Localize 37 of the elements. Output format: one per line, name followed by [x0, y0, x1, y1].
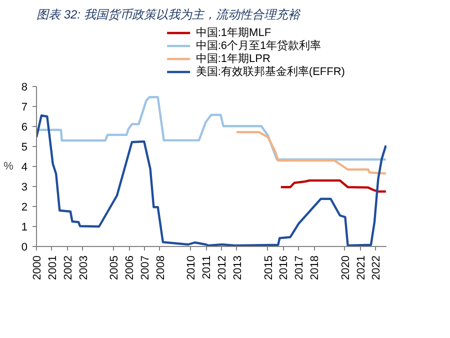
y-tick-label: 5	[21, 142, 28, 154]
x-tick-label: 2015	[262, 255, 275, 280]
y-tick-label: 8	[21, 82, 28, 94]
line-series	[235, 131, 386, 175]
x-tick-label: 2017	[294, 255, 306, 280]
legend-label: 美国:有效联邦基金利率(EFFR)	[196, 65, 345, 78]
x-tick-label: 2003	[78, 255, 90, 280]
x-tick-label: 2000	[32, 255, 44, 280]
y-tick-label: 7	[21, 102, 28, 114]
y-tick-label: 4	[21, 162, 28, 174]
x-tick-label: 2001	[46, 255, 59, 280]
y-tick-label: 3	[21, 182, 28, 194]
x-tick-label: 2006	[124, 255, 136, 280]
x-tick-label: 2022	[370, 255, 383, 280]
legend-label: 中国:6个月至1年贷款利率	[196, 39, 322, 52]
legend-label: 中国:1年期LPR	[196, 52, 270, 65]
x-tick-label: 2018	[309, 255, 322, 280]
y-tick-label: 6	[21, 122, 28, 134]
y-axis-title: %	[4, 160, 14, 172]
x-tick-label: 2010	[186, 255, 198, 280]
chart-title: 图表 32: 我国货币政策以我为主，流动性合理充裕	[36, 8, 301, 22]
y-tick-label: 1	[21, 222, 28, 234]
x-tick-label: 2016	[278, 255, 290, 280]
line-series	[280, 179, 386, 193]
x-tick-label: 2020	[340, 255, 352, 280]
x-tick-label: 2013	[232, 255, 244, 280]
x-tick-label: 2002	[62, 255, 74, 280]
legend-label: 中国:1年期MLF	[196, 26, 272, 39]
line-series	[36, 96, 386, 161]
x-tick-label: 2011	[201, 256, 214, 280]
x-tick-label: 2007	[139, 255, 152, 280]
y-tick-label: 2	[21, 202, 28, 214]
y-tick-label: 0	[21, 242, 28, 254]
x-tick-label: 2008	[154, 255, 167, 280]
x-tick-label: 2005	[108, 255, 121, 280]
x-tick-label: 2012	[216, 255, 229, 280]
x-tick-label: 2021	[355, 255, 368, 280]
